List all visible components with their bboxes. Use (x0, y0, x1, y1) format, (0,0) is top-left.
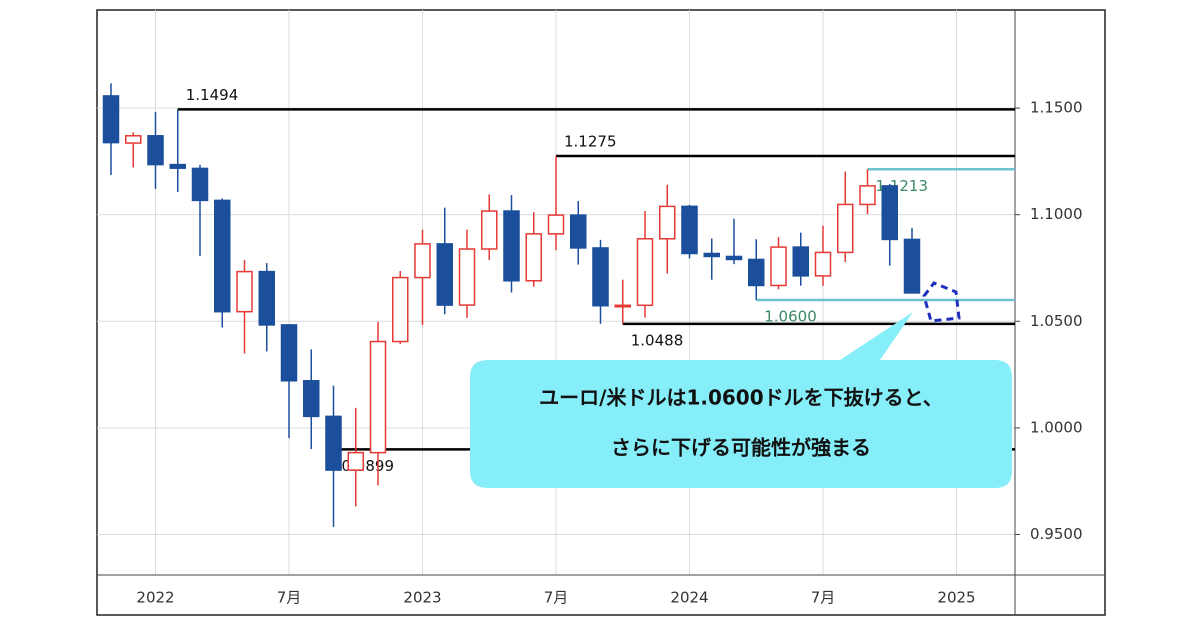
candle-body (392, 276, 409, 343)
y-tick-label: 0.9500 (1030, 525, 1083, 543)
candle-body (570, 214, 587, 249)
candle-body (169, 163, 186, 169)
candle-body (792, 246, 809, 277)
candle-body (369, 340, 387, 454)
x-tick-label: 7月 (277, 589, 302, 607)
x-tick-label: 7月 (544, 589, 569, 607)
x-tick-label: 2025 (937, 589, 975, 607)
candle-body (725, 255, 743, 261)
level-label: 1.0600 (764, 307, 817, 325)
candle-body (236, 270, 253, 313)
y-tick-label: 1.0000 (1030, 418, 1083, 436)
candle-body (681, 205, 698, 255)
candle-body (481, 210, 498, 250)
level-label: 1.1275 (564, 133, 617, 151)
candle-body (436, 243, 453, 306)
candle-body (770, 246, 787, 287)
candle-body (748, 258, 765, 287)
x-tick-label: 2024 (670, 589, 708, 607)
candle-body (258, 270, 275, 326)
candles (102, 83, 921, 527)
candle-body (703, 252, 720, 258)
candle-body (814, 251, 832, 277)
candle-body (214, 199, 231, 313)
y-tick-label: 1.1500 (1030, 99, 1083, 117)
x-tick-label: 2022 (136, 589, 174, 607)
callout-box (470, 312, 1012, 488)
candle-body (147, 135, 164, 166)
candle-body (414, 243, 431, 279)
x-tick-label: 2023 (403, 589, 441, 607)
y-tick-label: 1.0500 (1030, 312, 1083, 330)
candle-body (859, 185, 876, 206)
candle-body (659, 205, 676, 240)
y-tick-label: 1.1000 (1030, 205, 1083, 223)
candle-body (303, 380, 320, 418)
candle-body (280, 324, 298, 382)
candle-body (347, 451, 364, 471)
level-label: 1.0488 (631, 331, 684, 349)
candle-body (503, 210, 520, 282)
candle-body (614, 304, 631, 308)
callout-line: ユーロ/米ドルは1.0600ドルを下抜けると、 (539, 386, 943, 410)
candle-body (881, 185, 898, 241)
candle-body (636, 238, 654, 307)
level-label: 1.1494 (186, 86, 239, 104)
candle-body (102, 95, 120, 144)
candle-body (458, 248, 476, 306)
candle-body (191, 167, 209, 202)
x-tick-label: 7月 (811, 589, 836, 607)
callout-line: さらに下げる可能性が強まる (611, 436, 871, 460)
callout-text: ユーロ/米ドルは1.0600ドルを下抜けると、さらに下げる可能性が強まる (539, 386, 943, 460)
candle-body (903, 238, 921, 294)
forecast-marker (922, 281, 961, 323)
candle-body (525, 233, 542, 282)
candle-body (837, 203, 854, 254)
candle-body (125, 135, 142, 144)
candle-body (547, 214, 565, 235)
candle-body (325, 415, 342, 471)
candle-body (592, 247, 609, 307)
